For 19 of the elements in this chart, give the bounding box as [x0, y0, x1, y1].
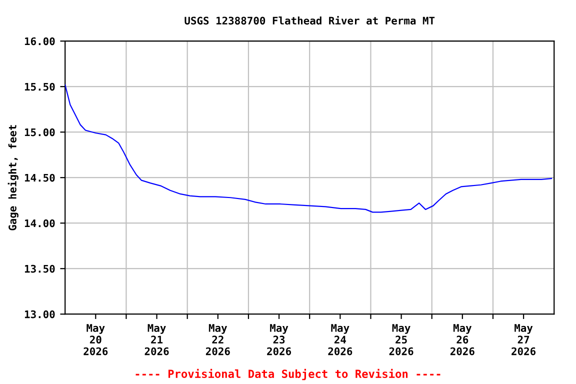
- x-tick-label: May 25 2026: [389, 324, 414, 356]
- x-tick-label: May 20 2026: [84, 324, 108, 356]
- y-axis-title: Gage height, feet: [8, 125, 18, 230]
- y-tick-label: 14.00: [24, 219, 55, 228]
- x-tick-label: May 26 2026: [450, 324, 474, 356]
- text: ---- Provisional Data Subject to Revision ----: [136, 368, 440, 380]
- x-tick-label: May 22 2026: [206, 324, 230, 356]
- y-tick-label: 14.50: [24, 174, 55, 182]
- line-series: [65, 84, 552, 213]
- y-tick-label: 13.50: [24, 264, 55, 273]
- chart-title: USGS 12388700 Flathead River at Perma MT: [184, 16, 435, 25]
- y-tick-label: 15.00: [24, 128, 55, 136]
- x-tick-label: May 21 2026: [144, 324, 169, 356]
- x-tick-label: May 23 2026: [267, 324, 292, 356]
- x-tick-label: May 27 2026: [512, 324, 536, 356]
- y-tick-label: 13.00: [24, 310, 55, 318]
- y-tick-label: 15.50: [24, 82, 55, 91]
- y-tick-label: 16.00: [24, 37, 55, 46]
- x-tick-label: May 24 2026: [328, 324, 352, 356]
